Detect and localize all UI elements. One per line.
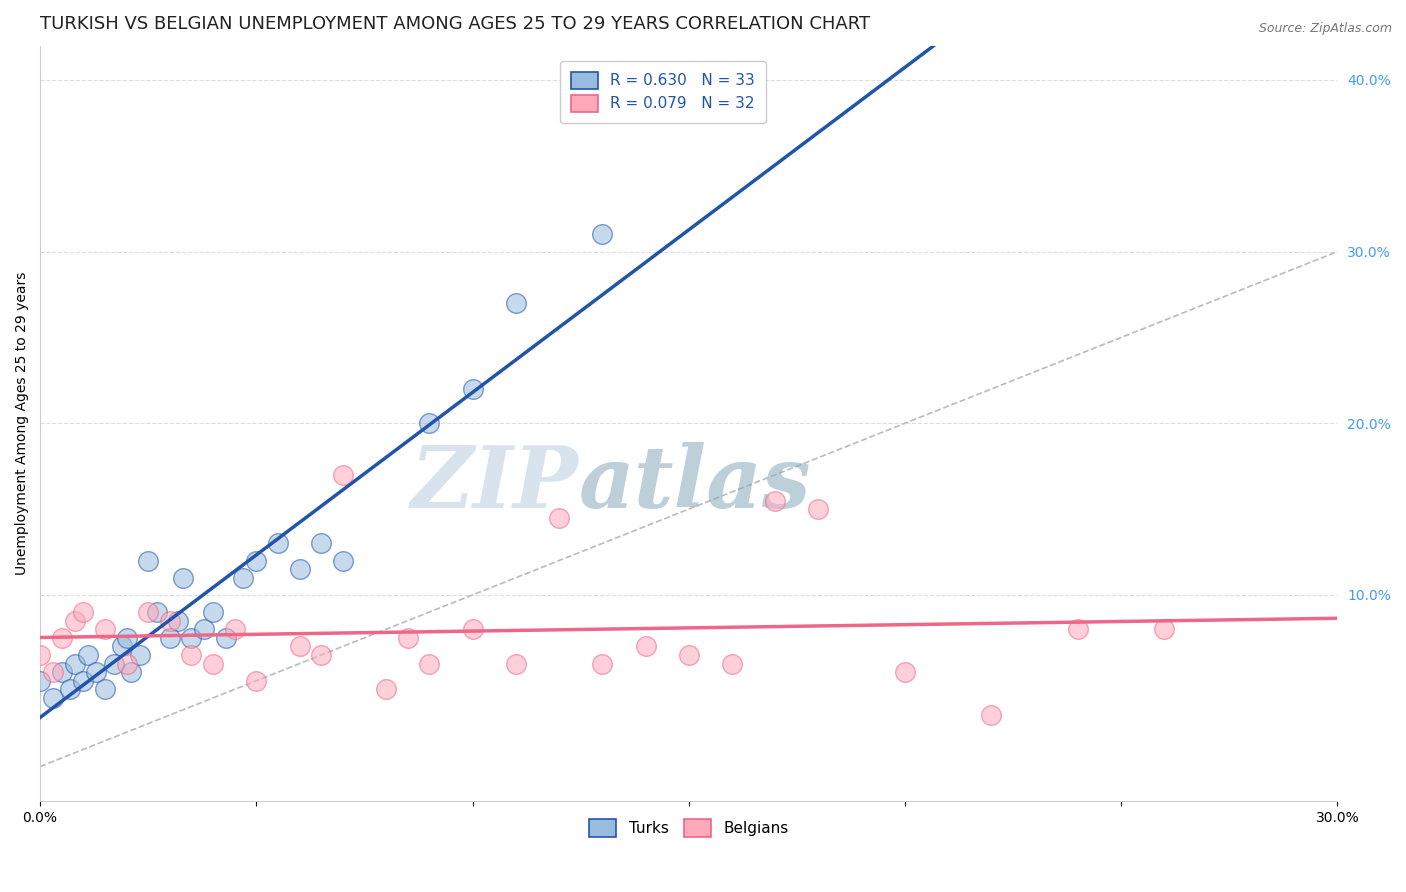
Point (634, 640, 657, 654)
Legend: Turks, Belgians: Turks, Belgians (579, 810, 797, 847)
Point (30, 648, 52, 662)
Point (245, 553, 267, 567)
Point (30, 673, 52, 688)
Point (288, 640, 311, 654)
Point (232, 571, 254, 585)
Text: Source: ZipAtlas.com: Source: ZipAtlas.com (1258, 22, 1392, 36)
Point (146, 605, 169, 619)
Point (309, 648, 332, 662)
Point (375, 682, 398, 697)
Point (193, 622, 215, 636)
Point (763, 493, 786, 508)
Point (167, 614, 190, 628)
Point (461, 622, 484, 636)
Point (115, 657, 138, 671)
Point (591, 657, 613, 671)
Point (591, 227, 613, 242)
Point (215, 631, 238, 645)
Point (120, 665, 142, 680)
Point (94, 622, 117, 636)
Text: ZIP: ZIP (411, 442, 578, 525)
Point (111, 640, 134, 654)
Point (103, 657, 125, 671)
Point (245, 673, 267, 688)
Point (1153, 622, 1175, 636)
Point (678, 648, 700, 662)
Point (180, 648, 202, 662)
Point (807, 502, 830, 516)
Point (172, 571, 194, 585)
Point (309, 536, 332, 550)
Point (115, 631, 138, 645)
Point (136, 605, 159, 619)
Point (894, 665, 917, 680)
Point (1067, 622, 1090, 636)
Point (159, 631, 181, 645)
Point (42, 665, 65, 680)
Point (51, 631, 73, 645)
Point (332, 553, 354, 567)
Point (86, 665, 108, 680)
Point (72, 673, 94, 688)
Text: TURKISH VS BELGIAN UNEMPLOYMENT AMONG AGES 25 TO 29 YEARS CORRELATION CHART: TURKISH VS BELGIAN UNEMPLOYMENT AMONG AG… (41, 15, 870, 33)
Point (63, 657, 86, 671)
Point (548, 510, 571, 524)
Point (461, 382, 484, 396)
Point (288, 562, 311, 576)
Point (418, 657, 440, 671)
Point (72, 605, 94, 619)
Point (332, 467, 354, 482)
Point (202, 605, 225, 619)
Point (42, 690, 65, 705)
Point (202, 657, 225, 671)
Point (224, 622, 246, 636)
Point (396, 631, 419, 645)
Point (721, 657, 744, 671)
Point (505, 296, 527, 310)
Point (180, 631, 202, 645)
Point (128, 648, 150, 662)
Point (59, 682, 82, 697)
Point (505, 657, 527, 671)
Point (136, 553, 159, 567)
Y-axis label: Unemployment Among Ages 25 to 29 years: Unemployment Among Ages 25 to 29 years (15, 271, 30, 575)
Point (418, 417, 440, 431)
Point (76, 648, 98, 662)
Point (63, 614, 86, 628)
Point (159, 614, 181, 628)
Point (267, 536, 290, 550)
Point (51, 665, 73, 680)
Text: atlas: atlas (578, 442, 811, 525)
Point (980, 708, 1002, 723)
Point (94, 682, 117, 697)
